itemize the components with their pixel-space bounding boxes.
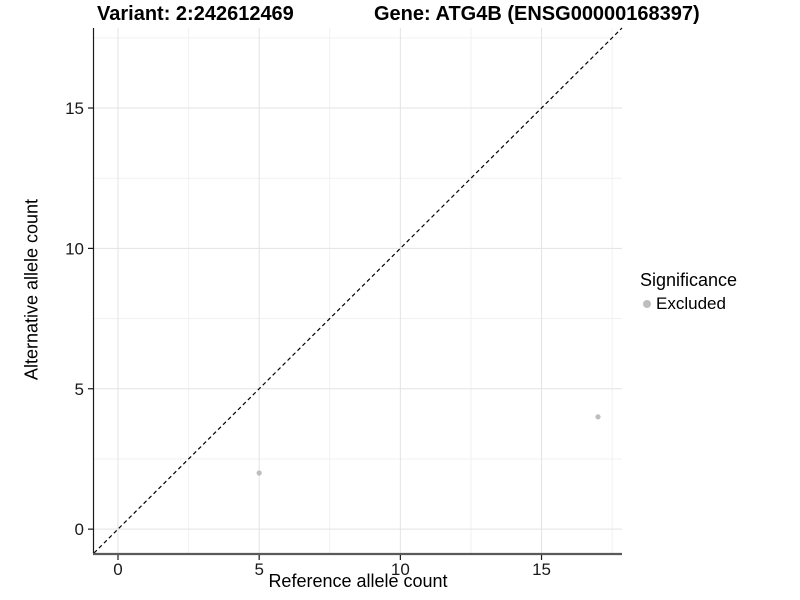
svg-text:10: 10: [65, 239, 84, 258]
svg-text:15: 15: [65, 99, 84, 118]
legend-item-label: Excluded: [656, 294, 726, 313]
variant-title: Variant: 2:242612469: [97, 3, 294, 25]
svg-text:0: 0: [113, 560, 122, 579]
svg-text:10: 10: [391, 560, 410, 579]
legend: Significance Excluded: [640, 270, 737, 314]
svg-text:5: 5: [254, 560, 263, 579]
legend-title: Significance: [640, 270, 738, 290]
y-axis-label: Alternative allele count: [21, 198, 42, 381]
svg-text:0: 0: [75, 520, 84, 539]
svg-text:15: 15: [532, 560, 551, 579]
gene-title: Gene: ATG4B (ENSG00000168397): [374, 3, 700, 25]
svg-text:5: 5: [75, 380, 84, 399]
legend-item-excluded: Excluded: [640, 294, 737, 314]
legend-point-icon: [643, 300, 651, 308]
x-axis-label: Reference allele count: [268, 571, 448, 591]
